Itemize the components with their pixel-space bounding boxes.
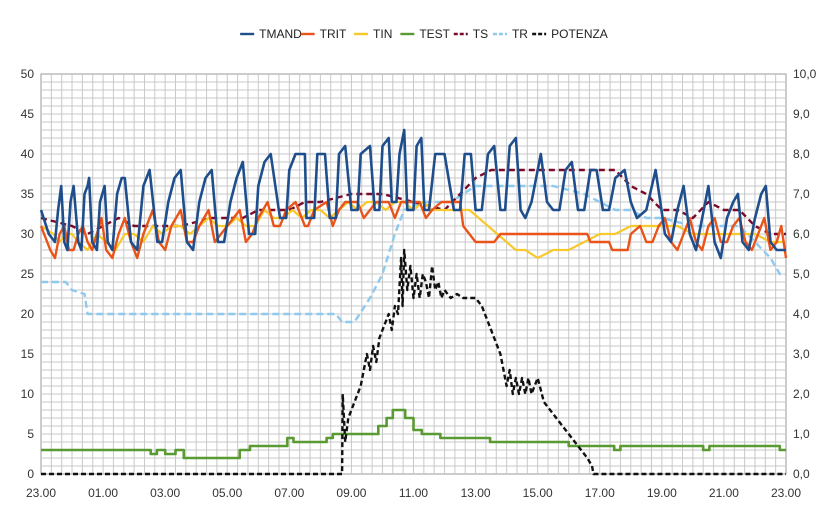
series-lines [39,128,788,476]
x-tick-label: 07.00 [274,486,304,500]
legend-label: POTENZA [551,27,608,41]
y-right-tick-label: 6,0 [793,227,810,241]
x-tick-label: 13.00 [461,486,491,500]
legend-label: TR [512,27,528,41]
x-tick-label: 23.00 [771,486,801,500]
x-tick-label: 15.00 [523,486,553,500]
legend: TMAND TRIT TIN TEST TS TR POTENZA [240,27,608,41]
x-tick-label: 23.00 [26,486,56,500]
x-tick-label: 21.00 [709,486,739,500]
y-right-tick-label: 10,0 [793,67,817,81]
y-right-tick-label: 5,0 [793,267,810,281]
y-left-tick-label: 20 [21,307,35,321]
grid [40,73,787,475]
y-left-tick-label: 10 [21,387,35,401]
y-left-tick-label: 0 [27,467,34,481]
y-right-tick-label: 3,0 [793,347,810,361]
legend-label: TS [473,27,488,41]
legend-label: TEST [419,27,450,41]
y-left-tick-label: 30 [21,227,35,241]
x-tick-label: 09.00 [336,486,366,500]
legend-item-tin: TIN [354,27,392,41]
x-tick-label: 05.00 [212,486,242,500]
y-right-tick-label: 2,0 [793,387,810,401]
y-left-tick-label: 15 [21,347,35,361]
series-line-potenza [41,248,786,476]
legend-item-tr: TR [492,27,528,41]
x-tick-label: 17.00 [585,486,615,500]
y-left-tick-label: 5 [27,427,34,441]
y-left-tick-label: 40 [21,147,35,161]
legend-item-tmand: TMAND [240,27,302,41]
y-right-tick-label: 8,0 [793,147,810,161]
legend-item-potenza: POTENZA [532,27,608,41]
x-tick-label: 01.00 [88,486,118,500]
x-tick-label: 11.00 [399,486,428,500]
series-line-tmand [39,128,786,260]
y-left-tick-label: 45 [21,107,35,121]
legend-item-trit: TRIT [300,27,347,41]
y-left-tick-label: 50 [21,67,35,81]
x-tick-label: 03.00 [150,486,180,500]
y-right-tick-label: 7,0 [793,187,810,201]
y-left-tick-label: 25 [21,267,35,281]
x-tick-label: 19.00 [647,486,677,500]
series-line-test [41,408,786,460]
y-left-tick-label: 35 [21,187,35,201]
y-right-tick-label: 4,0 [793,307,810,321]
y-right-tick-label: 0,0 [793,467,810,481]
legend-label: TRIT [320,27,347,41]
legend-label: TMAND [259,27,302,41]
axes: 0 5 10 15 20 25 30 35 40 45 50 0,0 1,0 2,0 3,0 4,0 5,0 6,… [21,67,817,500]
legend-label: TIN [373,27,392,41]
y-right-tick-label: 9,0 [793,107,810,121]
legend-item-ts: TS [453,27,488,41]
y-right-tick-label: 1,0 [793,427,810,441]
legend-item-test: TEST [400,27,451,41]
